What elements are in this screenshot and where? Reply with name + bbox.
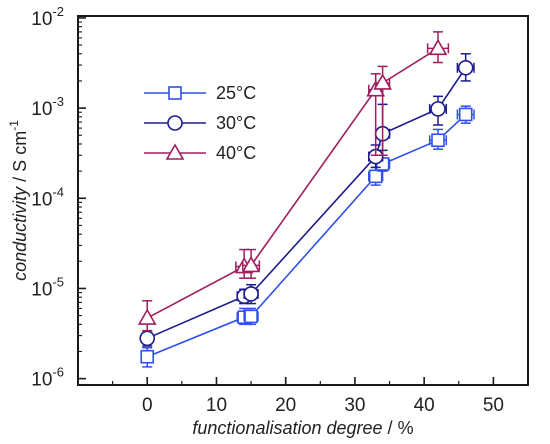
- series-0: [140, 105, 475, 368]
- y-axis-label-separator: /: [10, 172, 30, 187]
- legend-marker: [168, 86, 182, 100]
- y-tick-label-base: 10: [31, 9, 52, 30]
- series-2: [137, 31, 450, 332]
- y-tick-label: 10-2: [31, 4, 64, 30]
- series-1: [139, 53, 475, 347]
- plot-frame: [77, 15, 529, 386]
- y-tick-label: 10-4: [31, 184, 64, 210]
- data-point: [137, 308, 157, 325]
- x-axis-label: functionalisation degree / %: [192, 418, 413, 438]
- y-tick-label-exponent: -2: [52, 4, 64, 19]
- legend-marker: [167, 115, 183, 131]
- data-point: [373, 73, 392, 90]
- x-tick-label: 40: [414, 395, 435, 416]
- y-axis-label-unit: S cm: [10, 131, 30, 172]
- y-tick-label-base: 10: [31, 279, 52, 300]
- data-point: [241, 255, 261, 273]
- y-tick-label-base: 10: [31, 189, 52, 210]
- data-point: [458, 107, 473, 122]
- plot-border: [77, 15, 529, 386]
- x-tick-label: 50: [483, 395, 504, 416]
- series-line: [146, 113, 467, 358]
- data-point: [368, 169, 383, 184]
- legend-label: 30°C: [216, 113, 256, 133]
- legend-item: 25°C: [144, 83, 256, 103]
- x-tick-label: 10: [206, 395, 227, 416]
- y-tick-label-exponent: -5: [52, 274, 64, 289]
- x-tick-label: 0: [142, 395, 153, 416]
- legend-label: 25°C: [216, 83, 256, 103]
- series-line: [146, 67, 467, 340]
- legend-item: 40°C: [144, 143, 256, 163]
- y-axis-label: conductivity / S cm-1: [7, 120, 30, 281]
- legend-label: 40°C: [216, 143, 256, 163]
- x-axis: 0 10 20 30 40 50: [112, 377, 504, 416]
- y-tick-label: 10-6: [31, 365, 64, 391]
- y-tick-label: 10-5: [31, 274, 64, 300]
- data-point: [243, 286, 259, 302]
- y-axis-label-text: conductivity: [10, 186, 30, 281]
- data-point: [140, 349, 155, 364]
- legend-item: 30°C: [144, 113, 256, 133]
- data-point: [430, 101, 446, 117]
- data-point: [244, 309, 258, 324]
- legend-marker: [165, 143, 185, 160]
- x-axis-label-separator: /: [383, 418, 398, 438]
- y-tick-label-base: 10: [31, 370, 52, 391]
- data-point: [431, 133, 445, 148]
- y-tick-label-base: 10: [31, 99, 52, 120]
- data-point: [139, 330, 156, 347]
- y-tick-label-exponent: -6: [52, 365, 64, 380]
- y-tick-label-exponent: -3: [52, 94, 64, 109]
- y-axis: 10-610-510-410-310-2: [31, 4, 86, 391]
- series-line: [146, 47, 439, 319]
- series-layer: [137, 31, 475, 368]
- data-point: [428, 38, 448, 56]
- data-point: [457, 59, 474, 76]
- x-axis-label-unit: %: [398, 418, 414, 438]
- y-axis-label-unit-exponent: -1: [7, 120, 21, 131]
- legend: 25°C 30°C 40°C: [144, 83, 256, 163]
- y-tick-label: 10-3: [31, 94, 64, 120]
- x-tick-label: 20: [275, 395, 296, 416]
- y-tick-label-exponent: -4: [52, 184, 64, 199]
- x-tick-label: 30: [344, 395, 365, 416]
- x-axis-label-text: functionalisation degree: [192, 418, 382, 438]
